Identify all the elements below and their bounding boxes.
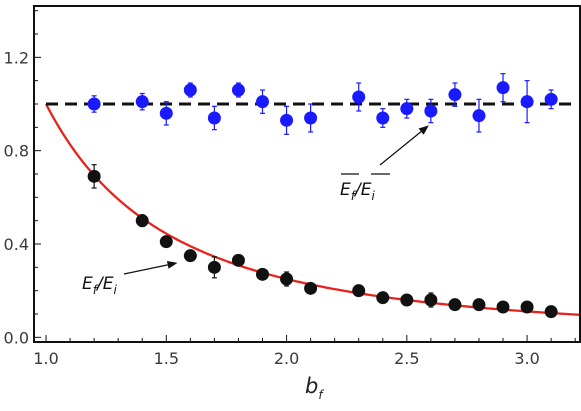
- annotation-ratio-arrowhead: [166, 260, 178, 269]
- x-tick-label: 2.5: [394, 349, 419, 368]
- blue-series-point: [472, 109, 486, 123]
- blue-series-point: [183, 83, 197, 97]
- blue-series-point: [87, 97, 101, 111]
- y-tick-label: 1.2: [4, 48, 29, 67]
- blue-series-point: [280, 113, 294, 127]
- black-series-point: [183, 249, 197, 263]
- black-series-point: [400, 293, 414, 307]
- black-series-point: [520, 300, 534, 314]
- y-tick-label: 0.8: [4, 142, 29, 161]
- x-tick-label: 1.5: [154, 349, 179, 368]
- blue-series-point: [207, 111, 221, 125]
- blue-series-point: [424, 104, 438, 118]
- x-tick-label: 3.0: [514, 349, 539, 368]
- y-tick-label: 0.4: [4, 235, 29, 254]
- black-series-point: [352, 284, 366, 298]
- black-series-point: [256, 267, 270, 281]
- black-series-point: [231, 253, 245, 267]
- black-series-point: [159, 235, 173, 249]
- x-axis-title: bf: [305, 374, 324, 402]
- blue-series-point: [256, 95, 270, 109]
- black-series-point: [496, 300, 510, 314]
- blue-series-point: [352, 90, 366, 104]
- y-tick-label: 0.0: [4, 328, 29, 347]
- annotation-mean-ratio-label: Ef/Ei: [340, 180, 375, 203]
- blue-series-point: [496, 81, 510, 95]
- annotation-mean-ratio-arrow: [379, 131, 422, 166]
- black-series-point: [304, 281, 318, 295]
- blue-series-point: [448, 88, 462, 102]
- blue-series-point: [304, 111, 318, 125]
- black-series-point: [448, 298, 462, 312]
- black-series-point: [376, 291, 390, 305]
- black-series-point: [135, 214, 149, 228]
- annotation-ratio-arrow: [123, 264, 168, 275]
- black-series-point: [207, 260, 221, 274]
- blue-series-point: [520, 95, 534, 109]
- blue-series-point: [159, 106, 173, 120]
- plot-content: [45, 73, 581, 319]
- black-series-point: [544, 305, 558, 319]
- annotation-ratio: Ef/Ei: [82, 260, 178, 297]
- annotation-ratio-label: Ef/Ei: [82, 274, 117, 297]
- x-tick-label: 1.0: [33, 349, 58, 368]
- blue-series-point: [135, 95, 149, 109]
- black-series-point: [87, 169, 101, 183]
- blue-series-point: [400, 102, 414, 116]
- ticks: 1.0 1.5 2.0 2.5 3.0 0.0 0.4 0.8 1.2: [4, 10, 576, 368]
- black-series-point: [472, 298, 486, 312]
- black-series-point: [280, 272, 294, 286]
- blue-series-point: [376, 111, 390, 125]
- blue-series-point: [231, 83, 245, 97]
- x-tick-label: 2.0: [274, 349, 299, 368]
- annotation-mean-ratio: Ef/Ei: [340, 125, 429, 203]
- blue-series-point: [544, 92, 558, 106]
- annotation-mean-ratio-arrowhead: [418, 125, 429, 135]
- black-series-point: [424, 293, 438, 307]
